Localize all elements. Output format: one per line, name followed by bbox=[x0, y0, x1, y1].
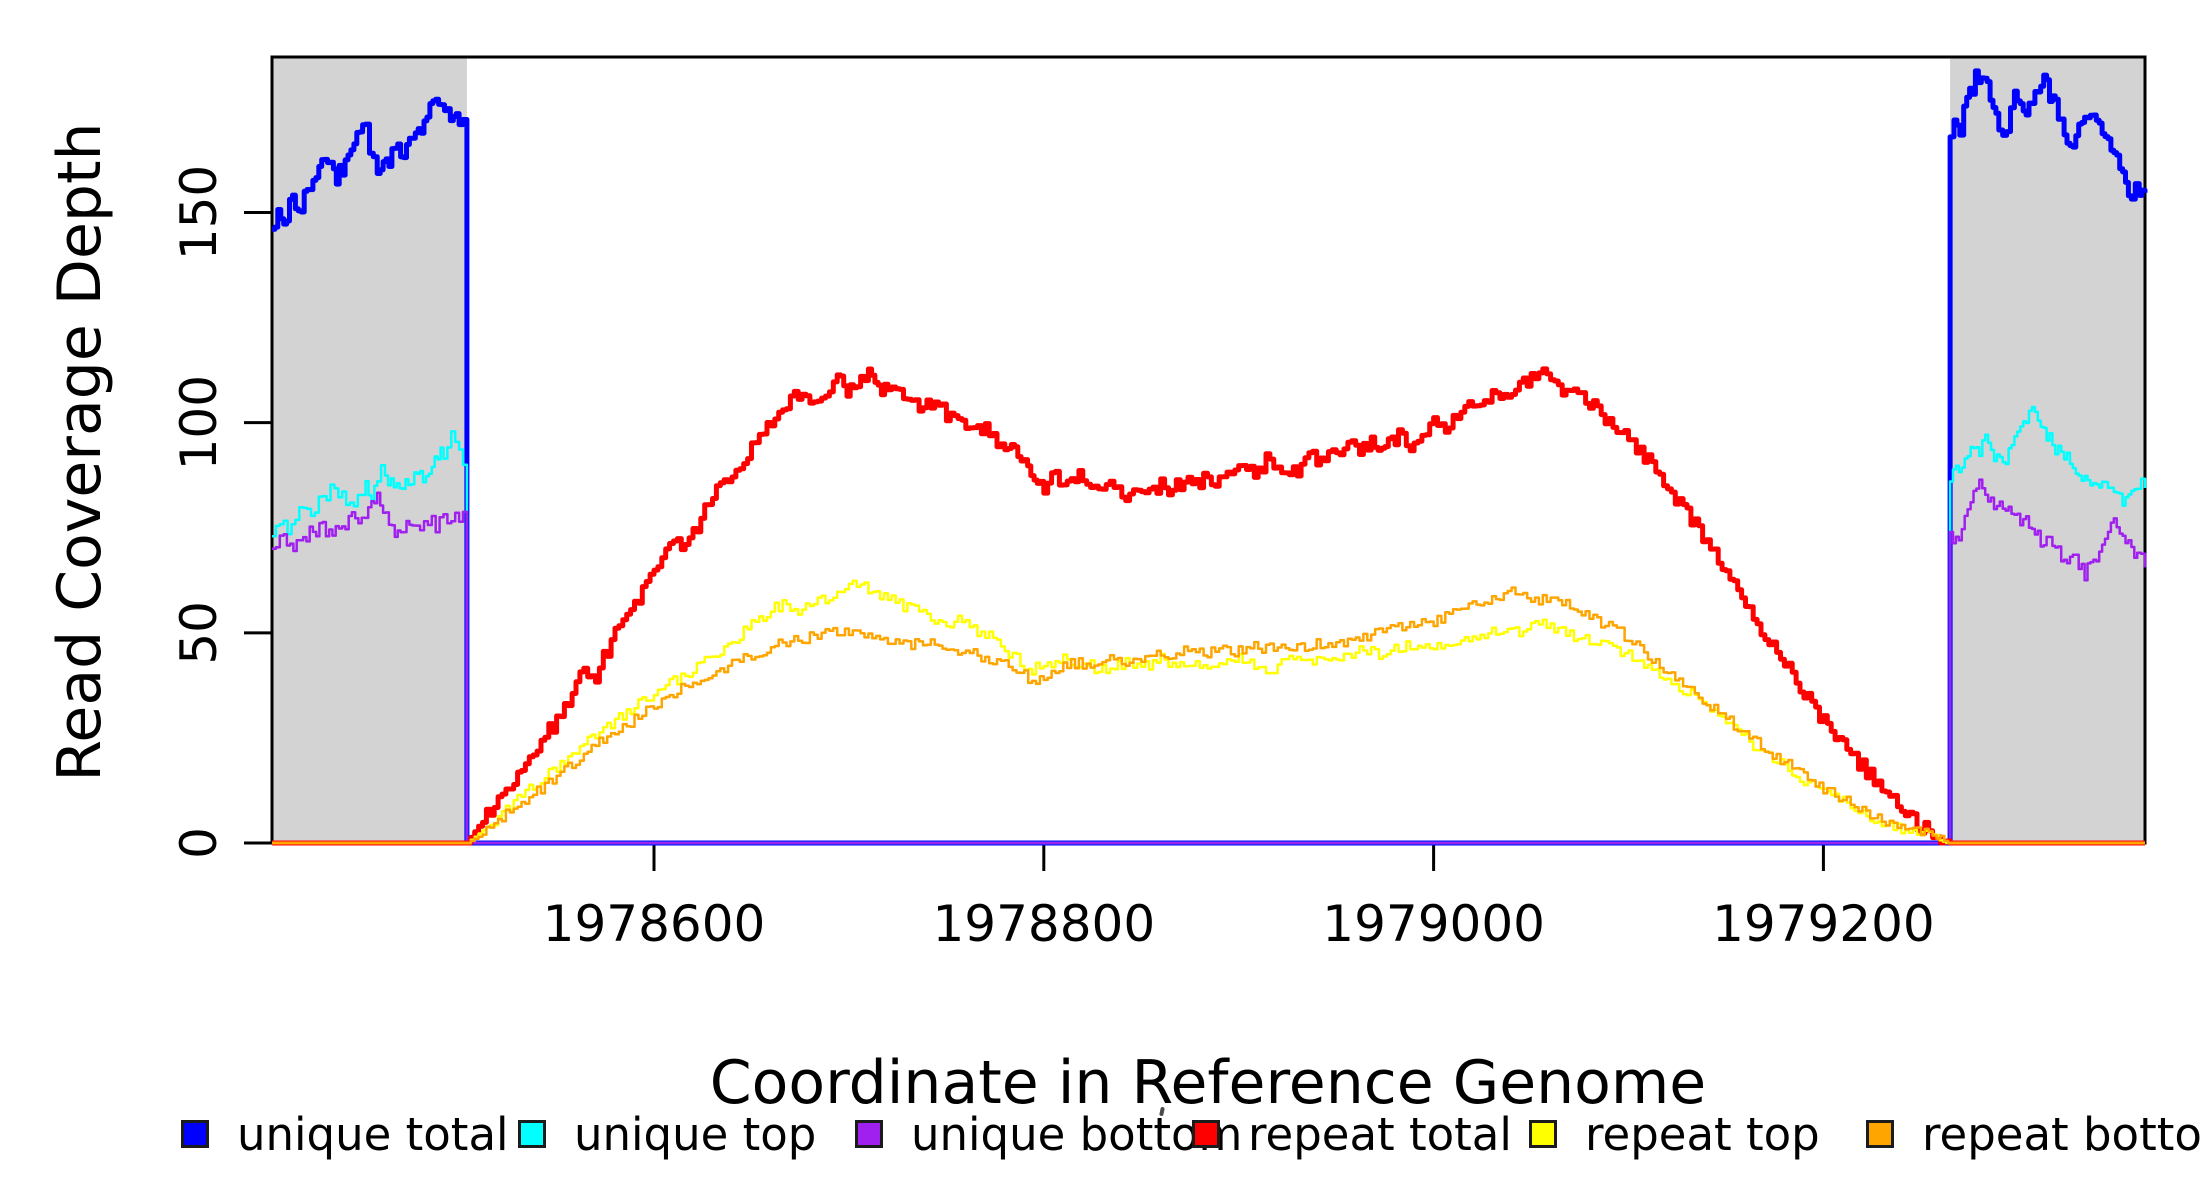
x-tick-label: 1978600 bbox=[543, 895, 766, 953]
y-axis-title: Read Coverage Depth bbox=[45, 122, 115, 781]
x-tick-label: 1978800 bbox=[932, 895, 1155, 953]
series-repeat-total bbox=[272, 366, 2145, 846]
series-repeat-bottom bbox=[272, 586, 2145, 845]
shaded-region bbox=[272, 57, 467, 843]
x-tick-label: 1979200 bbox=[1712, 895, 1935, 953]
y-tick-label: 0 bbox=[170, 827, 228, 859]
x-tick-label: 1979000 bbox=[1322, 895, 1545, 953]
y-tick-label: 150 bbox=[170, 165, 228, 260]
y-tick-label: 50 bbox=[170, 601, 228, 665]
series-repeat-top bbox=[272, 579, 2145, 845]
y-tick-label: 100 bbox=[170, 375, 228, 470]
x-axis-title: Coordinate in Reference Genome bbox=[710, 1048, 1706, 1118]
series-unique-bottom bbox=[272, 478, 2147, 845]
